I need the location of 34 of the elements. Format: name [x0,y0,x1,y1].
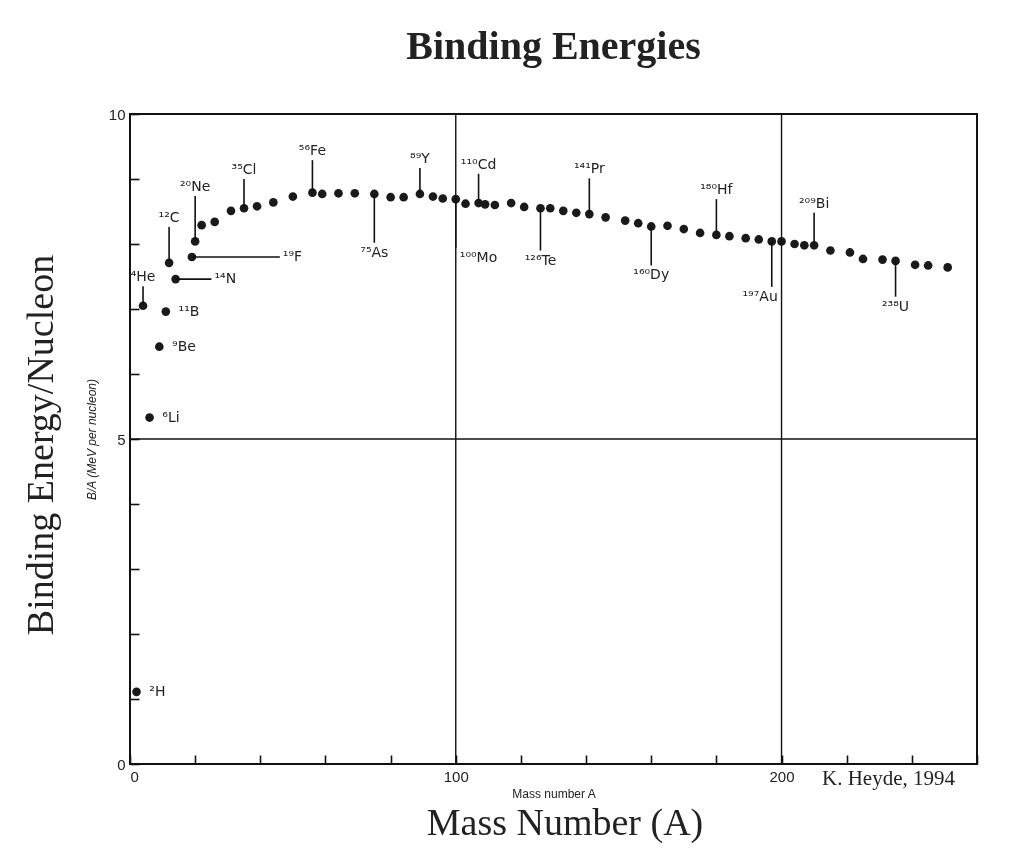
annotation: ¹⁹⁷Au [742,287,778,304]
chart-title: Binding Energies [406,23,701,68]
annotation: ¹⁰⁰Mo [459,248,498,265]
x-tick-label: 200 [769,767,795,785]
annotation: ³⁵Cl [231,161,257,177]
x-tick-label: 100 [443,767,469,785]
annotation: ²H [149,682,166,699]
annotation: ⁹Be [172,337,196,354]
y-tick-label: 0 [117,755,126,773]
annotation: ⁵⁶Fe [298,142,326,159]
text: Binding Energy/Nucleon [18,254,62,636]
annotation: ²³⁸U [882,297,910,314]
x-tick-label: 0 [130,767,139,785]
annotation: ¹²⁶Te [524,251,557,268]
annotation: ¹¹⁰Cd [460,155,497,172]
annotation: ⁶Li [162,408,180,425]
text: K. Heyde, 1994 [822,766,955,791]
annotation: ¹⁸⁰Hf [700,181,734,198]
annotation: ⁷⁵As [360,243,389,260]
annotation: ⁴He [130,268,156,285]
annotation: ²⁰Ne [180,177,211,194]
annotation: ⁸⁹Y [410,149,431,166]
y-tick-label: 10 [108,105,126,123]
x-axis-title: Mass number A [512,786,596,801]
annotation: ¹¹B [178,302,200,319]
annotation: ¹⁹F [282,248,303,264]
annotation: ¹²C [158,209,180,226]
annotation: ¹⁶⁰Dy [633,266,670,283]
annotation: ¹⁴¹Pr [573,160,605,177]
text: Mass Number (A) [426,800,704,844]
annotation: ²⁰⁹Bi [798,194,830,211]
y-tick-label: 5 [117,430,126,448]
y-axis-title: B/A (MeV per nucleon) [84,379,99,500]
annotation: ¹⁴N [214,270,237,287]
